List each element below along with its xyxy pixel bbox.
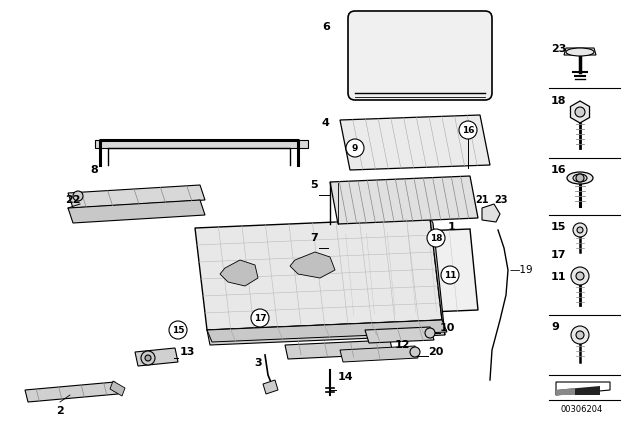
Text: 9: 9 [551, 322, 559, 332]
Circle shape [576, 272, 584, 280]
Ellipse shape [573, 174, 587, 182]
Circle shape [346, 139, 364, 157]
Text: 1: 1 [448, 222, 456, 232]
Text: 15: 15 [551, 222, 566, 232]
Polygon shape [68, 200, 205, 223]
Circle shape [425, 328, 435, 338]
Polygon shape [290, 252, 335, 278]
Text: 17: 17 [253, 314, 266, 323]
Polygon shape [207, 320, 445, 345]
Polygon shape [330, 176, 478, 224]
Circle shape [459, 121, 477, 139]
Text: 12: 12 [395, 340, 410, 350]
Circle shape [571, 267, 589, 285]
Text: 2: 2 [56, 406, 64, 416]
Ellipse shape [566, 48, 594, 56]
Polygon shape [556, 388, 575, 395]
Text: —19: —19 [510, 265, 534, 275]
Text: 5: 5 [310, 180, 318, 190]
Polygon shape [340, 115, 490, 170]
Circle shape [575, 107, 585, 117]
Polygon shape [430, 218, 445, 335]
Text: 8: 8 [90, 165, 98, 175]
Text: 18: 18 [551, 96, 566, 106]
Polygon shape [285, 340, 393, 359]
Polygon shape [195, 218, 442, 330]
Polygon shape [340, 346, 418, 362]
Polygon shape [95, 140, 308, 148]
Circle shape [427, 229, 445, 247]
Text: 23: 23 [551, 44, 566, 54]
Polygon shape [135, 348, 178, 366]
Text: 15: 15 [172, 326, 184, 335]
Polygon shape [365, 327, 434, 343]
Circle shape [410, 347, 420, 357]
Polygon shape [556, 386, 600, 395]
Text: 4: 4 [322, 118, 330, 128]
Text: 11: 11 [444, 271, 456, 280]
Text: 16: 16 [551, 165, 566, 175]
Text: 9: 9 [352, 143, 358, 152]
Polygon shape [68, 185, 205, 208]
Text: 23: 23 [494, 195, 508, 205]
Text: 13: 13 [180, 347, 195, 357]
Text: 18: 18 [429, 233, 442, 242]
FancyBboxPatch shape [348, 11, 492, 100]
Polygon shape [570, 101, 589, 123]
Text: 14: 14 [338, 372, 354, 382]
Polygon shape [325, 229, 478, 316]
Text: 3: 3 [254, 358, 262, 368]
Circle shape [251, 309, 269, 327]
Text: 00306204: 00306204 [561, 405, 603, 414]
Polygon shape [207, 320, 447, 342]
Text: 11: 11 [551, 272, 566, 282]
Polygon shape [110, 381, 125, 396]
Text: 7: 7 [310, 233, 318, 243]
Circle shape [571, 326, 589, 344]
Text: 22: 22 [65, 195, 81, 205]
Circle shape [576, 174, 584, 182]
Circle shape [441, 266, 459, 284]
Circle shape [577, 227, 583, 233]
Circle shape [145, 355, 151, 361]
Polygon shape [263, 380, 278, 394]
Polygon shape [564, 48, 596, 55]
Circle shape [573, 223, 587, 237]
Text: 6: 6 [322, 22, 330, 32]
Circle shape [169, 321, 187, 339]
Ellipse shape [567, 172, 593, 184]
Polygon shape [482, 204, 500, 222]
Circle shape [73, 191, 83, 201]
Text: 21: 21 [475, 195, 488, 205]
Text: 17: 17 [551, 250, 566, 260]
Text: 16: 16 [461, 125, 474, 134]
Polygon shape [220, 260, 258, 286]
Circle shape [576, 331, 584, 339]
Polygon shape [25, 382, 118, 402]
Circle shape [141, 351, 155, 365]
Text: 20: 20 [428, 347, 444, 357]
Text: 10: 10 [440, 323, 456, 333]
